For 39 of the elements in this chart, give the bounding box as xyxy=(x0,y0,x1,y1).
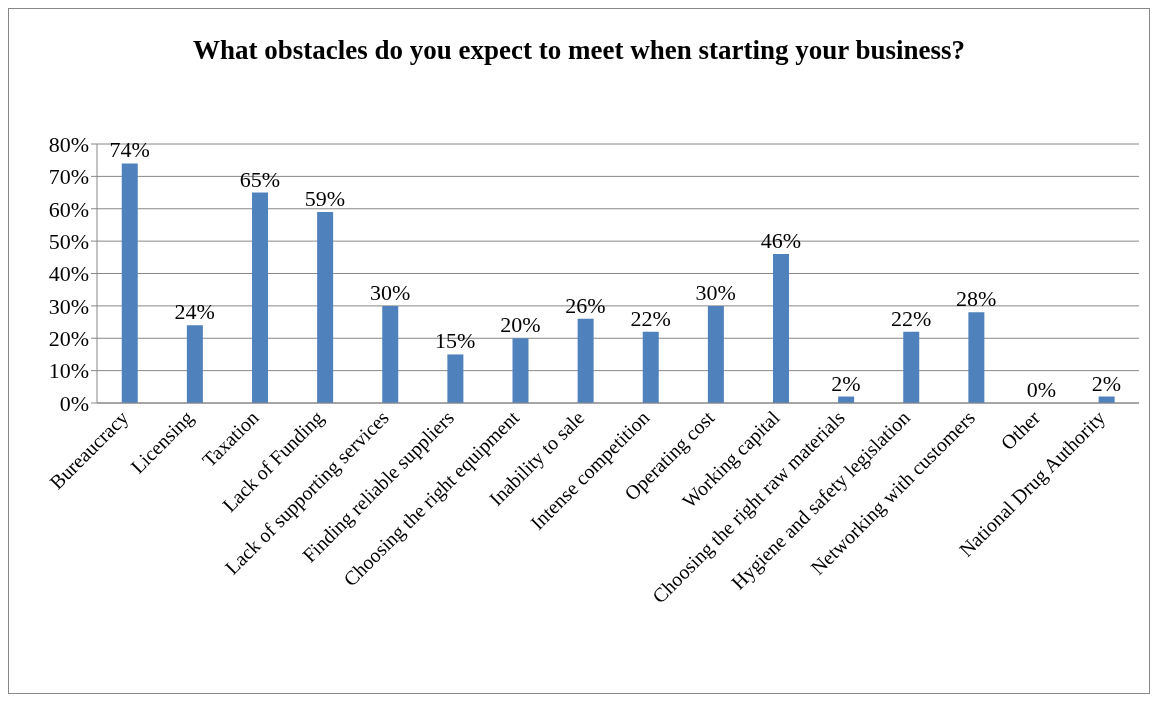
y-tick-label: 10% xyxy=(48,358,89,384)
bar xyxy=(903,331,920,403)
data-label: 20% xyxy=(500,312,541,338)
bar xyxy=(447,354,464,403)
data-label: 0% xyxy=(1026,377,1056,402)
bar xyxy=(121,163,138,403)
data-label: 2% xyxy=(831,370,861,396)
data-label: 22% xyxy=(890,305,932,331)
bar xyxy=(577,318,594,403)
bar xyxy=(317,211,334,403)
data-label: 65% xyxy=(239,166,280,192)
data-label: 30% xyxy=(695,279,736,305)
data-label: 30% xyxy=(369,279,411,305)
data-label: 59% xyxy=(304,185,346,211)
bar xyxy=(382,305,399,403)
bar xyxy=(642,331,659,403)
y-tick-label: 0% xyxy=(59,390,89,416)
data-label: 74% xyxy=(109,137,150,163)
chart-title: What obstacles do you expect to meet when starting your business? xyxy=(192,34,966,67)
y-tick-label: 50% xyxy=(48,228,89,254)
bar xyxy=(968,312,985,403)
data-label: 26% xyxy=(565,292,606,318)
data-label: 2% xyxy=(1091,370,1122,396)
y-tick-label: 60% xyxy=(48,196,89,222)
bar xyxy=(512,338,529,403)
data-label: 24% xyxy=(174,299,215,325)
data-label: 28% xyxy=(956,286,997,312)
bar xyxy=(707,305,724,403)
y-tick-label: 30% xyxy=(48,293,89,319)
data-label: 15% xyxy=(435,328,476,354)
bar xyxy=(773,254,789,403)
y-tick-label: 80% xyxy=(48,131,89,157)
y-tick-label: 20% xyxy=(48,326,89,352)
data-label: 22% xyxy=(630,305,671,331)
y-tick-label: 40% xyxy=(48,261,89,287)
bar xyxy=(252,192,268,403)
data-label: 46% xyxy=(760,228,801,254)
y-tick-label: 70% xyxy=(48,164,89,190)
bar xyxy=(186,325,203,403)
